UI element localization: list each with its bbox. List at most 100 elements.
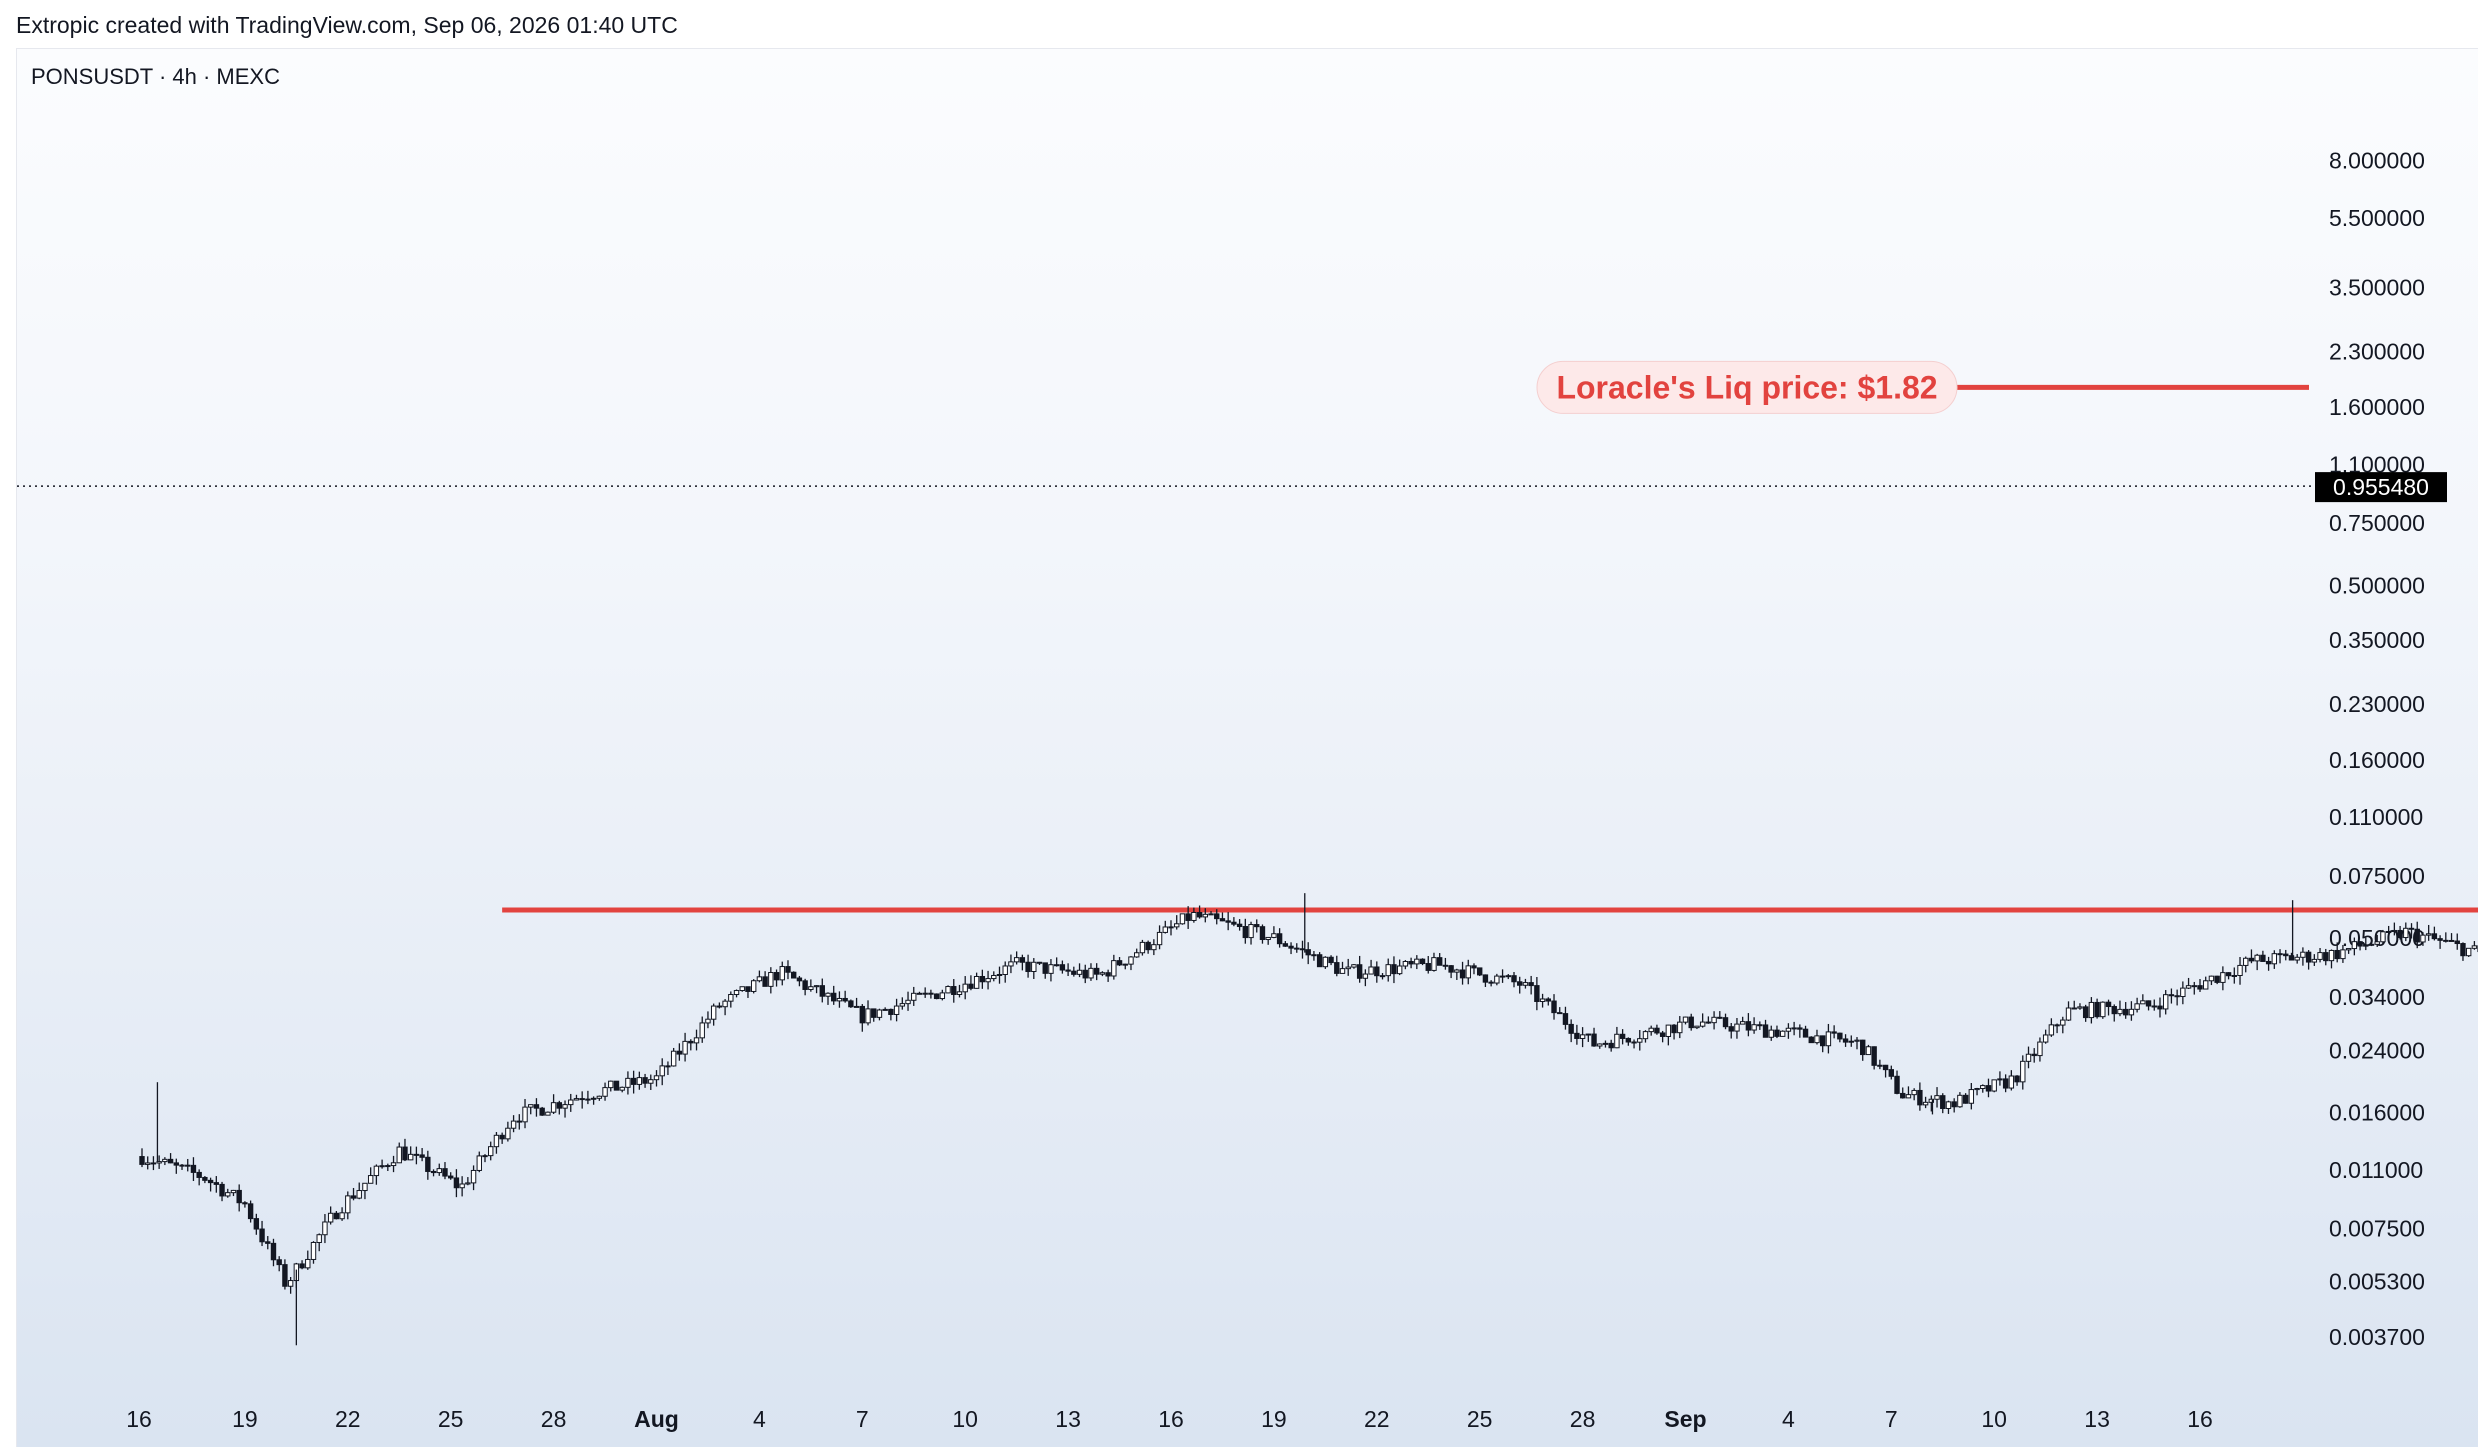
candle-body bbox=[773, 972, 780, 981]
candle-body bbox=[968, 983, 974, 989]
candle-body bbox=[1036, 961, 1043, 964]
candle-body bbox=[2037, 1041, 2043, 1057]
candle-body bbox=[1374, 966, 1380, 977]
candle-body bbox=[1139, 941, 1146, 954]
candle-body bbox=[653, 1075, 660, 1081]
candle-body bbox=[2323, 952, 2329, 962]
last-price-badge bbox=[2315, 472, 2447, 503]
candle-body bbox=[1711, 1016, 1717, 1024]
candle-body bbox=[1562, 1013, 1569, 1025]
candle-body bbox=[951, 986, 957, 995]
candle-body bbox=[442, 1168, 448, 1177]
candle-body bbox=[2117, 1008, 2123, 1015]
candle-body bbox=[1671, 1024, 1677, 1034]
candle-body bbox=[1602, 1042, 1609, 1045]
candle-body bbox=[979, 975, 986, 983]
candle-body bbox=[562, 1104, 568, 1109]
candle-body bbox=[2054, 1024, 2060, 1027]
candle-body bbox=[1042, 962, 1048, 974]
candle-body bbox=[1174, 923, 1180, 928]
candle-body bbox=[2203, 980, 2209, 990]
candle-body bbox=[1545, 998, 1551, 1002]
candle-body bbox=[1339, 968, 1346, 974]
candle-body bbox=[2185, 985, 2192, 989]
candle-body bbox=[1625, 1037, 1632, 1043]
candle-body bbox=[2414, 928, 2420, 943]
candle-body bbox=[448, 1175, 454, 1179]
candle-body bbox=[876, 1009, 883, 1018]
candle-body bbox=[516, 1120, 523, 1123]
candle-body bbox=[836, 997, 843, 1002]
candle-body bbox=[779, 966, 785, 981]
candle-body bbox=[145, 1162, 151, 1165]
candle-body bbox=[2094, 1001, 2100, 1018]
candle-body bbox=[1391, 964, 1397, 975]
y-tick-label: 3.500000 bbox=[2329, 274, 2425, 300]
candle-body bbox=[1568, 1023, 1574, 1034]
candle-body bbox=[1962, 1094, 1969, 1104]
candle-body bbox=[2340, 949, 2346, 960]
candle-body bbox=[1945, 1101, 1952, 1109]
candle-body bbox=[859, 1005, 865, 1024]
candle-body bbox=[2425, 933, 2432, 936]
symbol-title[interactable]: PONSUSDT · 4h · MEXC bbox=[31, 64, 280, 89]
candle-body bbox=[407, 1153, 414, 1161]
candle-body bbox=[1259, 926, 1266, 941]
candle-body bbox=[1820, 1035, 1826, 1047]
candle-body bbox=[2060, 1019, 2066, 1026]
candle-body bbox=[1642, 1031, 1649, 1040]
candle-body bbox=[1614, 1033, 1620, 1049]
candle-body bbox=[1219, 918, 1226, 922]
candle-body bbox=[1997, 1078, 2003, 1081]
candle-body bbox=[1396, 965, 1403, 975]
x-tick-label: 22 bbox=[1364, 1406, 1390, 1432]
candle-body bbox=[1494, 975, 1500, 984]
candle-body bbox=[996, 974, 1003, 977]
candle-body bbox=[962, 983, 968, 993]
candle-body bbox=[1517, 981, 1523, 986]
candle-body bbox=[1111, 960, 1117, 977]
candle-body bbox=[1968, 1089, 1975, 1104]
candle-body bbox=[1242, 926, 1249, 939]
candle-body bbox=[1768, 1029, 1774, 1038]
candle-body bbox=[2443, 939, 2449, 942]
candle-body bbox=[1688, 1016, 1694, 1029]
candle-body bbox=[265, 1241, 271, 1244]
candle-body bbox=[642, 1077, 648, 1084]
candle-body bbox=[1231, 921, 1237, 925]
y-tick-label: 0.007500 bbox=[2329, 1216, 2425, 1242]
candle-body bbox=[247, 1203, 254, 1220]
candle-body bbox=[905, 999, 911, 1005]
candle-body bbox=[608, 1080, 614, 1089]
candle-body bbox=[1665, 1024, 1672, 1037]
candle-body bbox=[1093, 967, 1100, 975]
candle-body bbox=[2277, 953, 2283, 956]
candle-body bbox=[413, 1153, 420, 1156]
candle-body bbox=[1065, 969, 1071, 972]
candle-body bbox=[1225, 920, 1231, 923]
candle-body bbox=[1682, 1016, 1689, 1023]
candle-body bbox=[482, 1155, 488, 1158]
candle-body bbox=[945, 986, 951, 994]
candle-body bbox=[1282, 943, 1289, 947]
candle-body bbox=[1905, 1094, 1912, 1099]
candle-body bbox=[1316, 954, 1323, 968]
candle-body bbox=[1499, 975, 1506, 978]
candle-body bbox=[2431, 933, 2438, 940]
x-tick-label: 16 bbox=[2187, 1406, 2213, 1432]
candle-body bbox=[1757, 1024, 1763, 1027]
candle-body bbox=[1900, 1092, 1906, 1099]
candle-body bbox=[1328, 956, 1334, 964]
candle-body bbox=[276, 1259, 282, 1266]
candle-body bbox=[739, 986, 745, 992]
candle-body bbox=[1534, 985, 1540, 1002]
candle-body bbox=[2294, 956, 2300, 961]
candle-body bbox=[1717, 1016, 1723, 1019]
price-chart[interactable]: 8.000000 5.500000 3.500000 2.300000 1.600000… bbox=[17, 49, 2478, 1447]
candle-body bbox=[1265, 936, 1271, 941]
candle-body bbox=[533, 1104, 540, 1109]
chart-pane[interactable]: PONSUSDT · 4h · MEXC 8.000000 5.500000 3.5… bbox=[16, 48, 2478, 1447]
candle-body bbox=[899, 1003, 906, 1007]
y-tick-label: 0.005300 bbox=[2329, 1269, 2425, 1295]
candle-body bbox=[345, 1195, 351, 1214]
